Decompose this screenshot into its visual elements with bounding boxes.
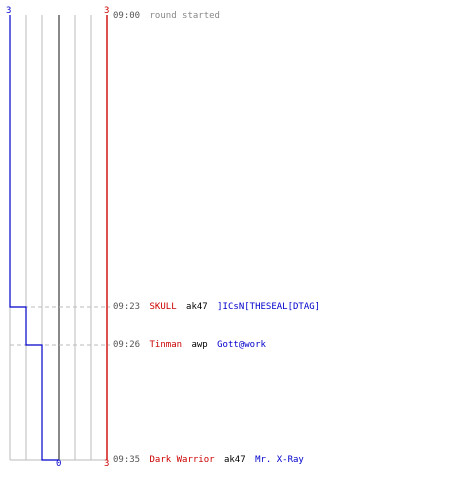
event-kill: 09:35 Dark Warrior ak47 Mr. X-Ray [113, 455, 308, 466]
event-message: round started [149, 11, 220, 21]
event-kill: 09:26 Tinman awp Gott@work [113, 340, 270, 351]
event-time: 09:23 [113, 302, 141, 312]
weapon-name: ak47 [223, 455, 246, 465]
event-time: 09:00 [113, 11, 141, 21]
weapon-name: ak47 [186, 302, 208, 312]
event-kill: 09:23 SKULL ak47 ]ICsN[THESEAL[DTAG] [113, 302, 324, 313]
team-b-end-count: 0 [56, 459, 62, 469]
event-round-start: 09:00 round started [113, 11, 224, 22]
event-time: 09:35 [113, 455, 141, 465]
team-a-start-count: 3 [104, 6, 110, 16]
team-a-end-count: 3 [104, 459, 110, 469]
victim-name: Gott@work [217, 340, 266, 350]
victim-name: ]ICsN[THESEAL[DTAG] [217, 302, 321, 312]
killer-name: Dark Warrior [149, 455, 215, 465]
team-b-alive-line [9, 15, 59, 461]
killer-name: Tinman [149, 340, 183, 350]
killer-name: SKULL [149, 302, 177, 312]
team-b-start-count: 3 [6, 6, 12, 16]
event-time: 09:26 [113, 340, 141, 350]
weapon-name: awp [191, 340, 208, 350]
grid-lines [9, 15, 108, 461]
victim-name: Mr. X-Ray [255, 455, 304, 465]
event-separator-lines [10, 306, 110, 346]
